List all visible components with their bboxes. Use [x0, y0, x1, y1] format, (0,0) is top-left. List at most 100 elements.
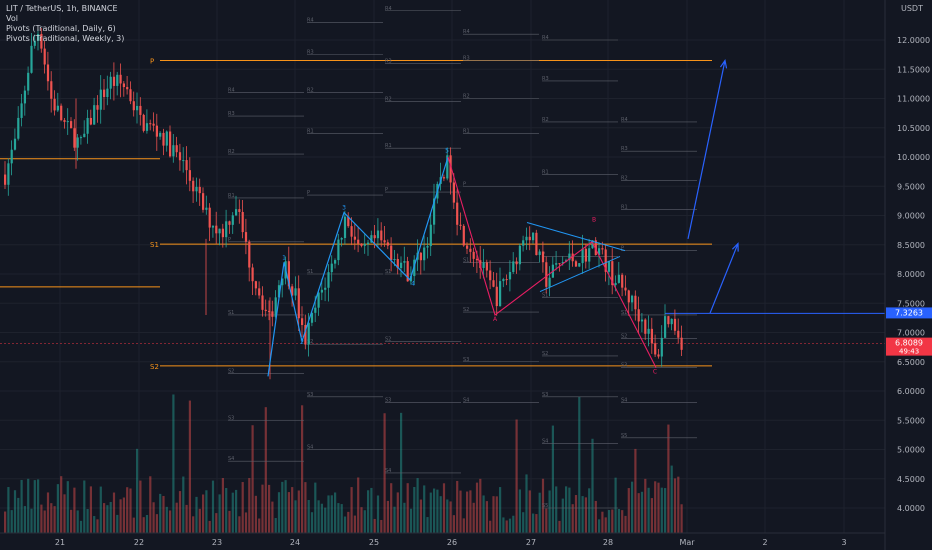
candle-body: [304, 324, 307, 345]
volume-bar: [53, 506, 56, 533]
volume-bar: [350, 487, 353, 533]
candle-body: [109, 76, 112, 89]
candle-body: [522, 240, 525, 246]
currency-label[interactable]: USDT: [901, 4, 923, 13]
volume-bar: [228, 510, 231, 533]
candle-body: [126, 87, 129, 90]
candle-body: [594, 240, 597, 256]
candle-body: [380, 230, 383, 241]
candle-body: [155, 125, 158, 137]
volume-bar: [198, 508, 201, 533]
volume-bar: [386, 500, 389, 533]
daily-pivot-label: R4: [385, 6, 392, 12]
volume-bar: [83, 480, 86, 533]
candle-body: [96, 105, 99, 110]
volume-bar: [370, 487, 373, 533]
volume-bar: [611, 509, 614, 533]
candle-body: [277, 285, 281, 298]
volume-bar: [551, 425, 554, 533]
candle-body: [680, 337, 683, 350]
candle-body: [145, 123, 149, 131]
candle-body: [287, 261, 290, 287]
daily-pivot-label: S5: [542, 503, 548, 509]
candle-body: [182, 160, 185, 162]
volume-bar: [475, 482, 479, 533]
volume-bar: [205, 490, 208, 533]
candle-body: [541, 251, 545, 263]
volume-bar: [122, 497, 125, 533]
volume-bar: [409, 508, 413, 533]
candle-body: [598, 248, 601, 256]
candle-body: [235, 209, 238, 216]
volume-bar: [512, 515, 515, 533]
volume-bar: [360, 507, 363, 533]
projection-arrow-head: [719, 58, 728, 69]
candle-body: [631, 295, 634, 303]
candle-body: [129, 89, 132, 102]
volume-bar: [291, 487, 294, 533]
y-tick-label: 12.0000: [897, 36, 930, 45]
wave-label: A: [493, 316, 498, 323]
volume-bar: [591, 438, 594, 533]
candle-body: [310, 312, 314, 323]
x-tick-label: 25: [369, 538, 379, 547]
legend-pivots-weekly[interactable]: Pivots (Traditional, Weekly, 3): [6, 34, 125, 43]
y-tick-label: 8.5000: [897, 241, 925, 250]
candle-body: [172, 145, 175, 157]
volume-bar: [281, 481, 284, 533]
volume-bar: [670, 465, 673, 533]
candle-body: [650, 328, 653, 344]
legend-vol[interactable]: Vol: [6, 14, 18, 23]
candle-body: [159, 132, 162, 137]
candle-body: [40, 33, 43, 49]
legend-symbol[interactable]: LIT / TetherUS, 1h, BINANCE: [6, 4, 118, 13]
volume-bar: [238, 516, 241, 533]
candle-body: [604, 249, 607, 272]
y-tick-label: 4.5000: [897, 475, 925, 484]
candle-body: [43, 48, 46, 65]
candle-body: [390, 245, 393, 260]
candle-body: [202, 193, 205, 210]
candle-body: [568, 253, 571, 261]
volume-bar: [261, 484, 264, 533]
daily-pivot-label: S4: [621, 398, 627, 404]
candle-body: [76, 137, 79, 148]
volume-bar: [667, 424, 670, 533]
volume-bar: [244, 512, 248, 533]
candle-body: [192, 180, 195, 192]
candle-body: [297, 288, 300, 319]
candle-body: [350, 226, 353, 237]
chart-grid: [0, 0, 885, 533]
candle-body: [667, 316, 670, 325]
volume-bar: [578, 396, 581, 533]
volume-bar: [136, 448, 139, 533]
volume-bar: [637, 493, 640, 533]
price-tag-countdown: 49:43: [899, 348, 919, 356]
daily-pivot-label: S1: [228, 310, 234, 316]
candle-body: [238, 209, 241, 212]
daily-pivot-label: R3: [463, 55, 470, 61]
daily-pivot-label: S3: [307, 392, 313, 398]
volume-bar: [383, 413, 386, 533]
candle-body: [512, 261, 515, 272]
daily-pivot-label: R4: [307, 17, 314, 23]
volume-bar: [588, 488, 591, 533]
volume-bar: [258, 518, 261, 533]
candle-body: [558, 263, 561, 265]
daily-pivot-label: S2: [542, 351, 548, 357]
x-tick-label: 26: [447, 538, 457, 547]
daily-pivot-label: P: [385, 187, 388, 193]
volume-bar: [50, 503, 53, 533]
y-tick-label: 7.5000: [897, 299, 925, 308]
candle-body: [37, 33, 40, 41]
x-tick-label: 3: [841, 538, 846, 547]
volume-bar: [680, 504, 683, 533]
candle-body: [396, 258, 399, 269]
volume-bar: [155, 514, 158, 533]
volume-bar: [518, 489, 521, 533]
legend-pivots-daily[interactable]: Pivots (Traditional, Daily, 6): [6, 24, 116, 33]
volume-bar: [112, 492, 116, 533]
volume-bar: [367, 490, 370, 533]
